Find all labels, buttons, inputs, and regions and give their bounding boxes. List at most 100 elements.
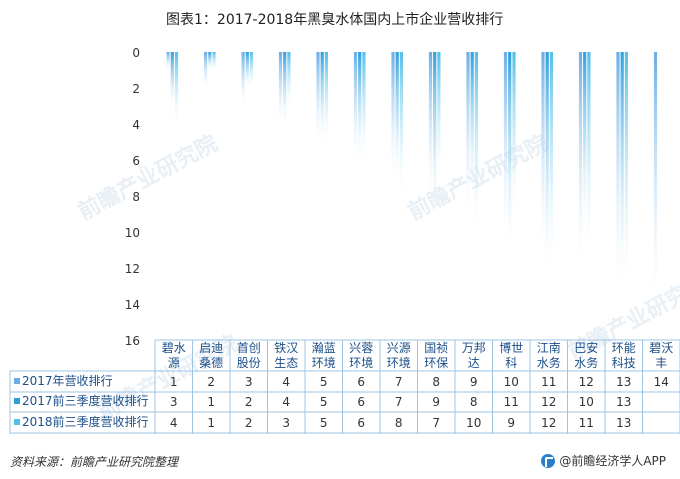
- bar: [433, 52, 437, 214]
- bar: [620, 52, 624, 286]
- brand-label: @前瞻经济学人APP: [559, 454, 666, 468]
- x-category-label: 碧沃: [649, 341, 673, 355]
- bar: [358, 52, 362, 160]
- bar: [583, 52, 587, 232]
- x-category-label: 铁汉: [274, 341, 298, 355]
- legend-marker: [14, 419, 20, 425]
- x-category-label: 万邦: [462, 341, 486, 355]
- table-value: 5: [320, 375, 328, 389]
- table-value: 11: [579, 416, 594, 430]
- bar: [278, 52, 283, 124]
- table-value: 13: [616, 375, 631, 389]
- brand-logo-icon: [541, 453, 556, 468]
- y-tick-label: 12: [125, 262, 140, 276]
- bar: [320, 52, 324, 142]
- bar: [437, 52, 441, 178]
- bar: [508, 52, 512, 250]
- x-category-label: 博世: [499, 340, 523, 355]
- x-category-label: 达: [468, 356, 480, 370]
- bar: [470, 52, 474, 196]
- y-tick-label: 4: [132, 118, 140, 132]
- bar: [587, 52, 591, 250]
- table-value: 8: [395, 416, 403, 430]
- bar: [624, 52, 628, 286]
- bar: [549, 52, 553, 268]
- legend-marker: [14, 378, 20, 384]
- x-category-label: 科技: [612, 356, 636, 370]
- bar: [578, 52, 583, 268]
- x-category-label: 碧水: [162, 341, 186, 355]
- table-value: 3: [245, 375, 253, 389]
- bar: [391, 52, 395, 178]
- table-value: 8: [432, 375, 440, 389]
- y-tick-label: 16: [125, 334, 140, 348]
- bar: [545, 52, 549, 268]
- bar: [245, 52, 249, 88]
- table-value: 2: [207, 375, 215, 389]
- bar: [466, 52, 470, 214]
- bar: [174, 52, 179, 124]
- table-value: 3: [282, 416, 290, 430]
- x-category-label: 科: [505, 356, 517, 370]
- table-value: 7: [432, 416, 440, 430]
- table-value: 12: [541, 395, 556, 409]
- bar: [362, 52, 366, 160]
- table-value: 10: [504, 375, 519, 389]
- bar: [283, 52, 287, 124]
- bar: [249, 52, 254, 88]
- table-value: 4: [282, 375, 290, 389]
- source-note: 资料来源：前瞻产业研究院整理: [10, 455, 179, 469]
- table-value: 9: [507, 416, 515, 430]
- table-value: 1: [207, 395, 215, 409]
- bar: [395, 52, 399, 178]
- table-value: 10: [466, 416, 481, 430]
- x-category-label: 江南: [537, 340, 561, 355]
- bar: [503, 52, 508, 232]
- x-category-label: 瀚蓝: [312, 340, 336, 355]
- table-value: 14: [654, 375, 669, 389]
- x-category-label: 环境: [387, 355, 411, 370]
- legend-label: 2018前三季度营收排行: [22, 414, 149, 429]
- table-value: 13: [616, 395, 631, 409]
- table-value: 3: [170, 395, 178, 409]
- table-value: 5: [320, 416, 328, 430]
- bar: [474, 52, 478, 232]
- table-value: 11: [541, 375, 556, 389]
- bar: [324, 52, 328, 142]
- bar: [208, 52, 212, 70]
- table-value: 2: [245, 395, 253, 409]
- x-category-label: 源: [168, 356, 180, 370]
- bar: [399, 52, 403, 196]
- table-value: 2: [245, 416, 253, 430]
- table-value: 1: [170, 375, 178, 389]
- table-value: 6: [357, 416, 365, 430]
- bar: [166, 52, 170, 70]
- x-category-label: 国祯: [424, 341, 448, 355]
- x-category-label: 股份: [237, 356, 261, 370]
- bar: [512, 52, 516, 214]
- x-category-label: 环能: [612, 341, 636, 355]
- table-value: 10: [579, 395, 594, 409]
- x-category-label: 环境: [312, 355, 336, 370]
- table-value: 4: [282, 395, 290, 409]
- table-value: 9: [470, 375, 478, 389]
- table-value: 1: [207, 416, 215, 430]
- x-category-label: 水务: [537, 355, 561, 370]
- x-category-label: 环境: [349, 355, 373, 370]
- y-tick-label: 6: [132, 154, 140, 168]
- y-tick-label: 8: [132, 190, 140, 204]
- brand-credit: @前瞻经济学人APP: [541, 452, 666, 469]
- bar: [241, 52, 245, 106]
- bar: [428, 52, 433, 196]
- bar: [653, 52, 658, 304]
- bar: [616, 52, 620, 286]
- table-value: 5: [320, 395, 328, 409]
- bar: [170, 52, 174, 106]
- y-tick-label: 14: [125, 298, 140, 312]
- bar: [316, 52, 320, 142]
- chart-title: 图表1：2017-2018年黑臭水体国内上市企业营收排行: [166, 12, 504, 28]
- x-category-label: 首创: [237, 341, 261, 355]
- table-value: 7: [395, 395, 403, 409]
- y-tick-label: 10: [125, 226, 140, 240]
